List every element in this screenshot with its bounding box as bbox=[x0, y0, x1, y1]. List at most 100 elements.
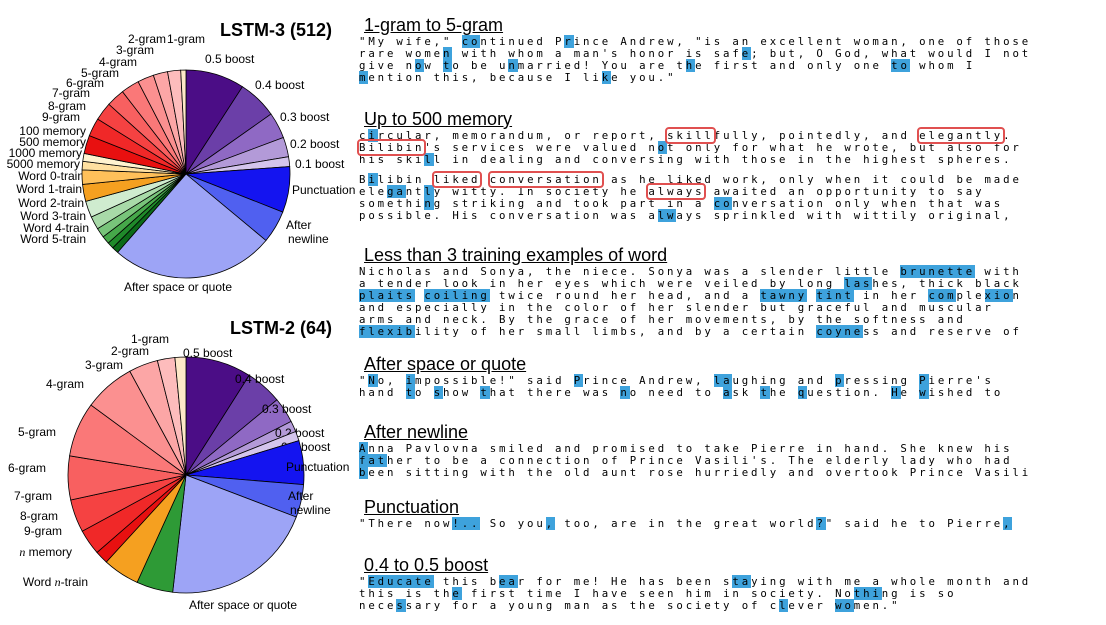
text-line: elegantly witty. In society he always aw… bbox=[359, 183, 985, 200]
pie-title-lstm3: LSTM-3 (512) bbox=[220, 20, 332, 40]
pie-label-3-gram: 3-gram bbox=[85, 358, 123, 372]
text-line: something striking and took part in a co… bbox=[359, 197, 1004, 210]
pie-label-2-gram: 2-gram bbox=[128, 32, 166, 46]
text-line: "Educate this bear for me! He has been s… bbox=[359, 575, 1032, 588]
text-line: "There now!.. So you, too, are in the gr… bbox=[359, 517, 1013, 530]
section-title: Up to 500 memory bbox=[364, 109, 513, 129]
example-text: Bilibin liked conversation as he liked w… bbox=[359, 171, 1105, 222]
text-line: rare women with whom a man's honor is sa… bbox=[359, 47, 1032, 60]
pie-label-0-2-boost: 0.2 boost bbox=[290, 137, 340, 151]
pie-label-7-gram: 7-gram bbox=[14, 489, 52, 503]
text-line: circular, memorandum, or report, skillfu… bbox=[359, 127, 1013, 144]
pie-label-1000-memory: 1000 memory bbox=[9, 146, 82, 160]
pie-label-after-newline: After newline bbox=[286, 218, 329, 246]
pie-slice-1-gram bbox=[180, 69, 187, 175]
section-up-to-500-memory: Up to 500 memory circular, memorandum, o… bbox=[355, 108, 1105, 222]
text-line: a tender look in her eyes which were vei… bbox=[359, 277, 1022, 290]
text-line: Nicholas and Sonya, the niece. Sonya was… bbox=[359, 265, 1022, 278]
section-0-4-to-0-5-boost: 0.4 to 0.5 boost "Educate this bear for … bbox=[355, 554, 1105, 612]
text-line: plaits coiling twice round her head, and… bbox=[359, 289, 1022, 302]
pie-label-word-2-train: Word 2-train bbox=[18, 196, 84, 210]
pie-label-1-gram: 1-gram bbox=[167, 32, 205, 46]
pie-label-punctuation: Punctuation bbox=[292, 183, 355, 197]
pie-label-3-gram: 3-gram bbox=[116, 43, 154, 57]
text-line: father to be a connection of Prince Vasi… bbox=[359, 454, 1013, 467]
pie-label-after-newline: After newline bbox=[288, 489, 331, 517]
pie-label-1-gram: 1-gram bbox=[131, 332, 169, 346]
pie-label-0-3-boost: 0.3 boost bbox=[262, 402, 312, 416]
text-line: Anna Pavlovna smiled and promised to tak… bbox=[359, 442, 1013, 455]
pie-label-2-gram: 2-gram bbox=[111, 344, 149, 358]
text-line: and especially in the color of her slend… bbox=[359, 301, 994, 314]
pie-label-6-gram: 6-gram bbox=[66, 76, 104, 90]
pie-label-0-4-boost: 0.4 boost bbox=[255, 78, 305, 92]
pie-label-after-space-or-quote: After space or quote bbox=[124, 280, 232, 294]
pie-label-word-1-train: Word 1-train bbox=[16, 182, 82, 196]
pie-label-word-n-train: Word n-train bbox=[23, 575, 88, 589]
text-line: his skill in dealing and conversing with… bbox=[359, 153, 1013, 166]
pie-label-8-gram: 8-gram bbox=[48, 99, 86, 113]
pie-label-6-gram: 6-gram bbox=[8, 461, 46, 475]
section-after-space-or-quote: After space or quote "No, impossible!" s… bbox=[355, 353, 1105, 399]
section-title: After newline bbox=[364, 422, 469, 442]
pie-slice-1-gram bbox=[174, 356, 187, 476]
section-title: 1-gram to 5-gram bbox=[364, 15, 504, 35]
pie-slice-after-space-or-quote bbox=[172, 474, 297, 594]
pie-label-5-gram: 5-gram bbox=[81, 66, 119, 80]
pie-label-word-4-train: Word 4-train bbox=[23, 221, 89, 235]
pie-label-100-memory: 100 memory bbox=[19, 124, 86, 138]
example-text: "No, impossible!" said Prince Andrew, la… bbox=[359, 374, 1105, 399]
pie-label-500-memory: 500 memory bbox=[19, 135, 86, 149]
examples-panel: 1-gram to 5-gram "My wife," continued Pr… bbox=[355, 0, 1105, 625]
section-less-than-3-training: Less than 3 training examples of word Ni… bbox=[355, 244, 1105, 338]
text-line: hand to show that there was no need to a… bbox=[359, 386, 1004, 399]
pie-label-n-memory: n memory bbox=[19, 545, 72, 559]
pie-label-9-gram: 9-gram bbox=[42, 110, 80, 124]
example-text: "There now!.. So you, too, are in the gr… bbox=[359, 517, 1105, 530]
section-title: After space or quote bbox=[364, 354, 527, 374]
section-title: Less than 3 training examples of word bbox=[364, 245, 668, 265]
pie-label-5000-memory: 5000 memory bbox=[7, 157, 80, 171]
pie-label-0-3-boost: 0.3 boost bbox=[280, 110, 330, 124]
text-line: give now to be unmarried! You are the fi… bbox=[359, 59, 976, 72]
pie-label-7-gram: 7-gram bbox=[52, 86, 90, 100]
pie-label-4-gram: 4-gram bbox=[99, 55, 137, 69]
pie-label-8-gram: 8-gram bbox=[20, 509, 58, 523]
text-line: mention this, because I like you." bbox=[359, 71, 677, 84]
text-line: possible. His conversation was always sp… bbox=[359, 209, 1013, 222]
pie-label-punctuation: Punctuation bbox=[286, 460, 349, 474]
example-text: Nicholas and Sonya, the niece. Sonya was… bbox=[359, 265, 1105, 338]
example-text: "Educate this bear for me! He has been s… bbox=[359, 575, 1105, 612]
section-title: Punctuation bbox=[364, 497, 460, 517]
section-1-gram-to-5-gram: 1-gram to 5-gram "My wife," continued Pr… bbox=[355, 14, 1105, 84]
pie-label-word-5-train: Word 5-train bbox=[20, 232, 86, 246]
section-punctuation: Punctuation "There now!.. So you, too, a… bbox=[355, 496, 1105, 530]
pie-label-4-gram: 4-gram bbox=[46, 377, 84, 391]
section-after-newline: After newline Anna Pavlovna smiled and p… bbox=[355, 421, 1105, 479]
pie-label-9-gram: 9-gram bbox=[24, 524, 62, 538]
text-line: Bilibin's services were valued not only … bbox=[356, 139, 1022, 156]
pie-label-0-5-boost: 0.5 boost bbox=[205, 52, 255, 66]
text-line: this is the first time I have seen him i… bbox=[359, 587, 957, 600]
pie-label-word-0-train: Word 0-train bbox=[18, 169, 84, 183]
pie-label-0-4-boost: 0.4 boost bbox=[235, 372, 285, 386]
pie-title-lstm2: LSTM-2 (64) bbox=[230, 318, 332, 338]
text-line: arms and neck. By the grace of her movem… bbox=[359, 313, 966, 326]
text-line: "My wife," continued Prince Andrew, "is … bbox=[359, 35, 1032, 48]
pie-label-5-gram: 5-gram bbox=[18, 425, 56, 439]
example-text: circular, memorandum, or report, skillfu… bbox=[356, 127, 1105, 166]
text-line: "No, impossible!" said Prince Andrew, la… bbox=[359, 374, 994, 387]
text-line: necessary for a young man as the society… bbox=[359, 599, 901, 612]
text-line: been sitting with the old aunt rose hurr… bbox=[359, 466, 1032, 479]
section-title: 0.4 to 0.5 boost bbox=[364, 555, 489, 575]
text-line: Bilibin liked conversation as he liked w… bbox=[359, 171, 1022, 188]
pie-label-0-1-boost: 0.1 boost bbox=[295, 157, 345, 171]
text-line: flexibility of her small limbs, and by a… bbox=[359, 325, 1022, 338]
example-text: "My wife," continued Prince Andrew, "is … bbox=[359, 35, 1105, 84]
example-text: Anna Pavlovna smiled and promised to tak… bbox=[359, 442, 1105, 479]
pie-slice-after-space-or-quote bbox=[117, 173, 267, 279]
pie-label-0-5-boost: 0.5 boost bbox=[183, 346, 233, 360]
